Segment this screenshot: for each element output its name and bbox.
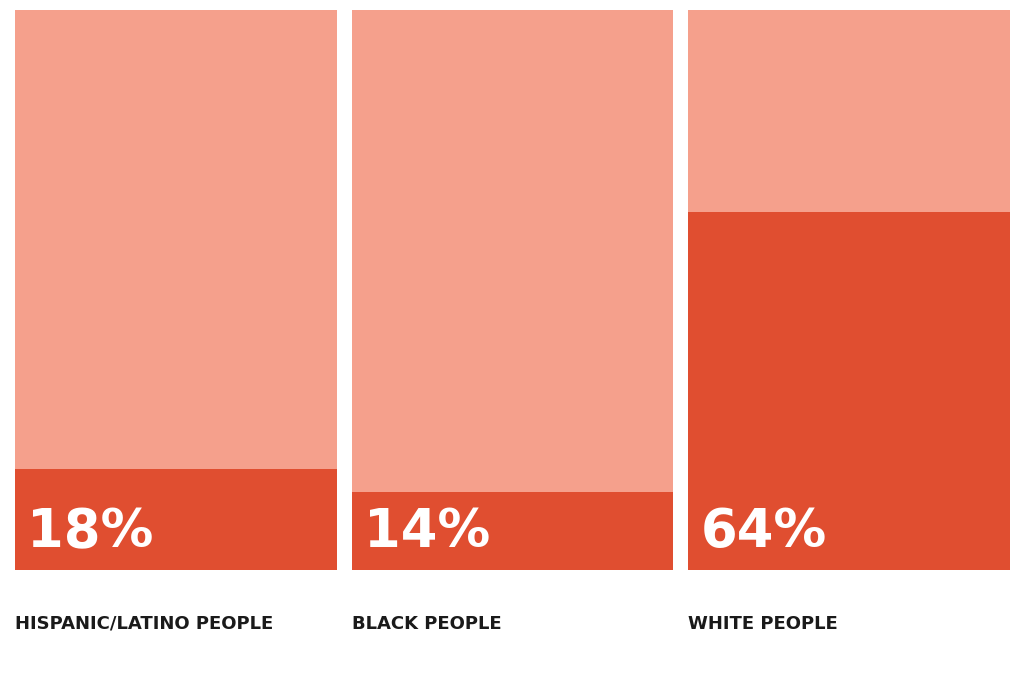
Bar [688, 212, 1010, 570]
Text: HISPANIC/LATINO PEOPLE: HISPANIC/LATINO PEOPLE [15, 615, 273, 633]
Bar [15, 469, 337, 570]
Text: 14%: 14% [364, 506, 489, 558]
Bar [688, 10, 1010, 212]
Text: BLACK PEOPLE: BLACK PEOPLE [351, 615, 502, 633]
Bar [15, 10, 337, 469]
Bar [351, 492, 674, 570]
Bar [351, 10, 674, 492]
Text: 18%: 18% [27, 506, 154, 558]
Text: WHITE PEOPLE: WHITE PEOPLE [688, 615, 838, 633]
Text: 64%: 64% [700, 506, 826, 558]
